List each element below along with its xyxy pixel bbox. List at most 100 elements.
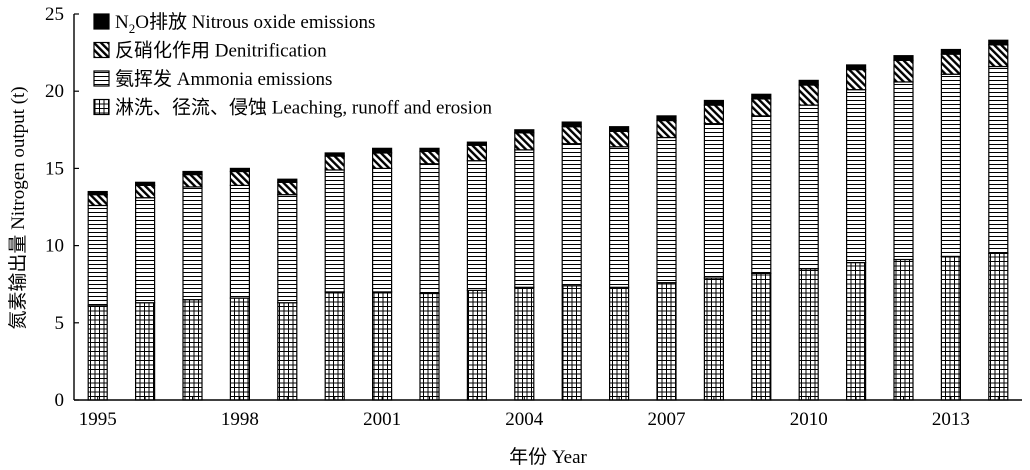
bar-segment-2004-s1 <box>514 149 535 288</box>
x-tick-label: 2013 <box>932 409 970 430</box>
bar-segment-1997-s2 <box>182 173 203 188</box>
y-tick-label: 0 <box>55 390 65 411</box>
bar-segment-2000-s0 <box>324 291 345 401</box>
x-tick-label: 1995 <box>79 409 117 430</box>
x-axis-title: 年份 Year <box>509 446 587 468</box>
bar-segment-2009-s2 <box>751 98 772 117</box>
bar-segment-2007-s0 <box>656 282 677 401</box>
bar-segment-2008-s3 <box>703 99 725 106</box>
bar-segment-2011-s3 <box>845 64 867 71</box>
bar-segment-2012-s2 <box>893 59 914 83</box>
bar-segment-2009-s1 <box>751 115 772 274</box>
bar-segment-2004-s3 <box>514 129 535 134</box>
bar-segment-1999-s2 <box>277 181 298 196</box>
y-axis-title: 氮素输出量 Nitrogen output (t) <box>7 86 29 329</box>
legend-label: 氨挥发 Ammonia emissions <box>115 68 332 90</box>
bar-segment-2006-s1 <box>608 146 630 288</box>
bar-segment-2013-s1 <box>940 73 962 258</box>
bar-segment-2014-s1 <box>988 65 1009 254</box>
bar-segment-2012-s1 <box>893 81 914 261</box>
bar-segment-2009-s0 <box>751 272 772 401</box>
bar-segment-2005-s0 <box>561 285 582 401</box>
bar-segment-1996-s1 <box>135 197 156 304</box>
bar-segment-2001-s0 <box>372 291 393 401</box>
legend-label: N2O排放 Nitrous oxide emissions <box>115 11 375 36</box>
bar-segment-2007-s2 <box>656 119 677 139</box>
bar-segment-1996-s2 <box>135 184 156 199</box>
bar-segment-2000-s3 <box>324 152 345 157</box>
bar-segment-2000-s1 <box>324 169 345 293</box>
bar-segment-1999-s0 <box>277 302 298 401</box>
bar-segment-2010-s1 <box>798 104 819 270</box>
bar-segment-1998-s0 <box>229 297 250 401</box>
bar-segment-2002-s3 <box>419 147 440 153</box>
bar-segment-2012-s0 <box>893 258 914 401</box>
y-ticks-group: 0 5 10 15 20 25 <box>45 4 79 411</box>
bar-segment-2008-s0 <box>703 277 725 401</box>
bar-segment-1995-s3 <box>87 190 108 196</box>
bar-segment-1995-s1 <box>87 204 108 307</box>
x-tick-label: 2007 <box>648 409 686 430</box>
x-tick-label: 1998 <box>221 409 259 430</box>
bar-segment-1999-s3 <box>277 178 298 183</box>
bar-segment-2007-s1 <box>656 136 677 284</box>
bar-segment-2001-s3 <box>372 147 393 154</box>
bar-segment-2002-s0 <box>419 292 440 401</box>
bar-segment-2006-s3 <box>608 126 630 132</box>
x-tick-label: 2001 <box>363 409 401 430</box>
x-tick-label: 2004 <box>505 409 544 430</box>
y-tick-label: 5 <box>55 313 65 334</box>
bar-segment-2010-s2 <box>798 84 819 106</box>
bar-segment-2000-s2 <box>324 155 345 171</box>
bar-segment-2004-s2 <box>514 132 535 151</box>
x-tick-label: 2010 <box>790 409 828 430</box>
bar-segment-2006-s0 <box>608 286 630 401</box>
bar-segment-2012-s3 <box>893 55 914 61</box>
bar-segment-2011-s0 <box>845 261 867 401</box>
bar-segment-2014-s2 <box>988 44 1009 68</box>
y-tick-label: 25 <box>45 4 64 25</box>
bar-segment-1995-s2 <box>87 194 108 207</box>
y-tick-label: 15 <box>45 158 64 179</box>
bar-segment-2013-s2 <box>940 53 962 75</box>
bar-segment-2002-s2 <box>419 150 440 165</box>
bar-segment-2001-s2 <box>372 152 393 170</box>
bar-segment-1998-s1 <box>229 184 250 299</box>
bar-segment-2011-s1 <box>845 89 867 264</box>
bars-group <box>87 39 1009 401</box>
bar-segment-2005-s3 <box>561 121 582 128</box>
bar-segment-1995-s0 <box>87 305 108 401</box>
legend: N2O排放 Nitrous oxide emissions 反硝化作用 Denit… <box>93 11 492 119</box>
bar-segment-2003-s3 <box>466 141 487 146</box>
bar-segment-2003-s0 <box>466 289 487 401</box>
bar-segment-2008-s1 <box>703 123 725 279</box>
bar-segment-2011-s2 <box>845 68 867 91</box>
bar-segment-2003-s2 <box>466 144 487 162</box>
bar-segment-1997-s1 <box>182 186 203 301</box>
x-ticks-group: 1995 1998 2001 2004 2007 2010 2013 <box>79 396 999 430</box>
bar-segment-1999-s1 <box>277 194 298 304</box>
bar-segment-2008-s2 <box>703 104 725 125</box>
bar-segment-2006-s2 <box>608 130 630 148</box>
bar-segment-1998-s2 <box>229 170 250 186</box>
bar-segment-2009-s3 <box>751 93 772 100</box>
bar-segment-2001-s1 <box>372 167 393 293</box>
legend-label: 反硝化作用 Denitrification <box>115 40 327 62</box>
bar-segment-2005-s1 <box>561 143 582 287</box>
bar-segment-1996-s3 <box>135 181 156 186</box>
y-tick-label: 20 <box>45 81 64 102</box>
bar-segment-2014-s3 <box>988 39 1009 46</box>
bar-segment-2013-s0 <box>940 255 962 401</box>
bar-segment-2002-s1 <box>419 163 440 295</box>
bar-segment-2007-s3 <box>656 115 677 122</box>
legend-swatch <box>93 41 110 59</box>
bar-segment-2010-s0 <box>798 268 819 401</box>
bar-segment-2010-s3 <box>798 79 819 86</box>
legend-label: 淋洗、径流、侵蚀 Leaching, runoff and erosion <box>115 97 492 119</box>
legend-swatch <box>93 13 110 30</box>
bar-segment-2004-s0 <box>514 286 535 401</box>
bar-segment-1996-s0 <box>135 302 156 401</box>
bar-segment-2014-s0 <box>988 252 1009 401</box>
bar-segment-2013-s3 <box>940 48 962 55</box>
